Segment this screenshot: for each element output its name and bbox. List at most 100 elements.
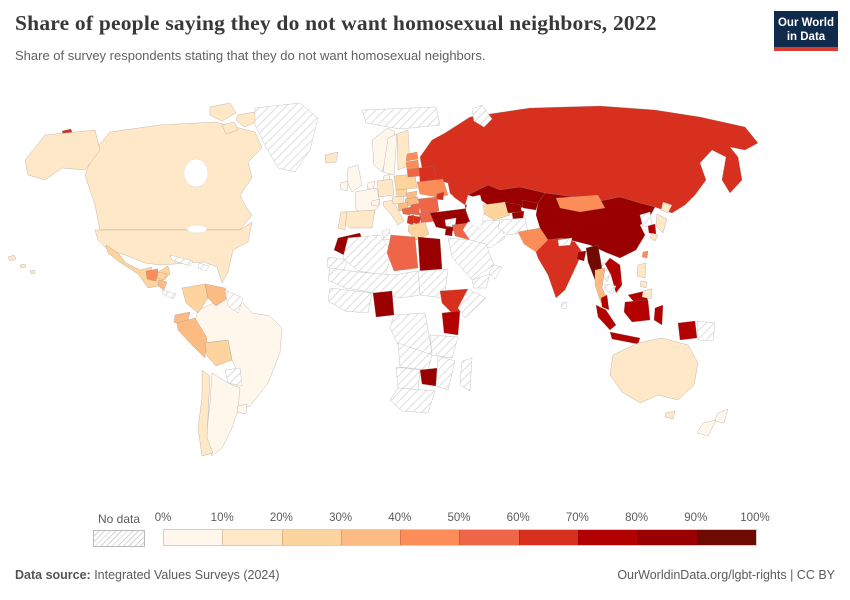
country-indonesia-papua[interactable]: Indonesia: 70-80% xyxy=(677,320,698,341)
country-portugal[interactable]: Portugal: 10-20% xyxy=(337,211,348,231)
country-vietnam[interactable]: Vietnam: 70-80% xyxy=(604,257,623,294)
country-taiwan[interactable]: Taiwan: 40-50% xyxy=(641,250,649,259)
country-honduras[interactable]: Honduras: 20-30% xyxy=(156,271,168,281)
country-usa-hawaii-1[interactable]: United States: 10-20% xyxy=(7,254,17,262)
legend-band-80-90%[interactable] xyxy=(637,530,697,545)
country-arctic-islands[interactable]: Arctic islands: No data xyxy=(471,104,493,128)
country-philippines-luzon[interactable]: Philippines: 10-20% xyxy=(636,262,647,279)
country-albania[interactable]: Albania: 60-70% xyxy=(406,214,415,226)
country-indonesia-sulawesi[interactable]: Indonesia: 70-80% xyxy=(653,304,664,326)
country-libya[interactable]: Libya: 50-60% xyxy=(386,234,419,272)
country-south-africa[interactable]: South Africa: No data xyxy=(389,387,436,414)
country-north-korea[interactable]: North Korea: No data xyxy=(639,211,653,228)
country-mozambique[interactable]: Mozambique: No data xyxy=(435,355,456,391)
country-philippines-visayas[interactable]: Philippines: 10-20% xyxy=(639,280,648,289)
legend-band-70-80%[interactable] xyxy=(578,530,638,545)
country-mongolia[interactable]: Mongolia: 40-50% xyxy=(555,194,606,213)
country-estonia[interactable]: Estonia: 40-50% xyxy=(405,151,419,162)
country-india[interactable]: India: 60-70% xyxy=(535,237,583,299)
country-belarus[interactable]: Belarus: 60-70% xyxy=(418,165,437,183)
country-paraguay[interactable]: Paraguay: No data xyxy=(224,367,243,387)
legend-band-30-40%[interactable] xyxy=(340,530,401,545)
legend-band-10-20%[interactable] xyxy=(222,530,282,545)
country-nigeria[interactable]: Nigeria: 80-90% xyxy=(372,290,395,318)
country-malaysia-peninsula[interactable]: Malaysia: 70-80% xyxy=(600,294,610,311)
country-new-zealand-north[interactable]: New Zealand: 0-10% xyxy=(713,408,729,424)
country-algeria[interactable]: Algeria: No data xyxy=(342,234,393,276)
country-peru[interactable]: Peru: 30-40% xyxy=(176,317,208,359)
country-oman[interactable]: Oman: No data xyxy=(488,264,503,280)
country-namibia-botswana[interactable]: Namibia & Botswana: No data xyxy=(395,366,421,391)
legend-band-40-50%[interactable] xyxy=(400,530,460,545)
country-chile[interactable]: Chile: 10-20% xyxy=(197,369,214,457)
country-greece[interactable]: Greece: 20-30% xyxy=(407,221,430,241)
country-usa-hawaii-2[interactable]: United States: 10-20% xyxy=(19,263,27,269)
country-canada-arctic-1[interactable]: Canada: 10-20% xyxy=(209,102,237,122)
legend-band-0-10%[interactable] xyxy=(164,530,223,545)
country-new-zealand-south[interactable]: New Zealand: 0-10% xyxy=(696,419,717,437)
country-papua-new-guinea[interactable]: Papua New Guinea: No data xyxy=(696,320,716,342)
country-tunisia[interactable]: Tunisia: No data xyxy=(381,228,392,241)
country-sahel[interactable]: Sahel countries: No data xyxy=(327,267,421,299)
legend-band-50-60%[interactable] xyxy=(459,530,519,545)
country-bosnia[interactable]: Bosnia & Herzegovina: 50-60% xyxy=(401,206,412,216)
country-canada-arctic-3[interactable]: Canada: 10-20% xyxy=(221,121,239,135)
country-japan-hokkaido[interactable]: Japan: 10-20% xyxy=(660,201,673,214)
country-tanzania[interactable]: Tanzania: No data xyxy=(429,334,459,359)
country-egypt[interactable]: Egypt: 80-90% xyxy=(417,236,443,272)
country-sweden[interactable]: Sweden: 0-10% xyxy=(382,133,398,176)
country-argentina[interactable]: Argentina: 0-10% xyxy=(205,372,241,457)
country-japan-honshu[interactable]: Japan: 10-20% xyxy=(655,213,668,234)
country-zimbabwe[interactable]: Zimbabwe: 80-90% xyxy=(419,367,439,387)
country-yemen[interactable]: Yemen: No data xyxy=(471,273,491,289)
country-hispaniola[interactable]: Hispaniola: No data xyxy=(197,262,210,272)
country-bolivia[interactable]: Bolivia: 20-30% xyxy=(204,339,233,367)
country-svalbard[interactable]: Svalbard: No data xyxy=(361,106,441,130)
country-indonesia-sumatra[interactable]: Indonesia: 70-80% xyxy=(595,304,617,331)
country-canada-arctic-2[interactable]: Canada: 10-20% xyxy=(235,111,260,128)
country-greenland[interactable]: Greenland: No data xyxy=(254,102,319,173)
country-romania[interactable]: Romania: 50-60% xyxy=(417,196,440,214)
country-nicaragua[interactable]: Nicaragua: 30-40% xyxy=(157,279,168,291)
legend-band-60-70%[interactable] xyxy=(518,530,579,545)
country-costa-rica-panama[interactable]: Costa Rica & Panama: No data xyxy=(161,289,177,300)
country-somalia[interactable]: Somalia: No data xyxy=(457,288,487,319)
country-jordan[interactable]: Jordan: 80-90% xyxy=(444,226,454,237)
country-united-kingdom[interactable]: United Kingdom: 0-10% xyxy=(346,164,363,193)
country-west-africa[interactable]: West Africa: No data xyxy=(327,287,373,314)
country-usa-alaska[interactable]: United States: 10-20% xyxy=(24,129,101,181)
country-indonesia-java[interactable]: Indonesia: 70-80% xyxy=(609,331,641,345)
country-thailand[interactable]: Thailand: 30-40% xyxy=(594,267,609,304)
country-cambodia[interactable]: Cambodia: No data xyxy=(604,283,617,295)
country-nepal[interactable]: Nepal: No data xyxy=(557,237,573,247)
legend-band-90-100%[interactable] xyxy=(696,530,756,545)
country-ireland[interactable]: Ireland: 0-10% xyxy=(339,180,349,192)
country-usa[interactable]: United States: 10-20% xyxy=(94,221,253,284)
country-kenya[interactable]: Kenya: 70-80% xyxy=(441,310,461,336)
country-usa-hawaii-3[interactable]: United States: 10-20% xyxy=(29,269,36,275)
country-australia-tasmania[interactable]: Australia: 10-20% xyxy=(664,410,676,420)
country-serbia[interactable]: Serbia: 50-60% xyxy=(409,202,421,216)
country-australia[interactable]: Australia: 10-20% xyxy=(609,337,699,404)
country-sri-lanka[interactable]: Sri Lanka: No data xyxy=(560,301,568,310)
country-bangladesh[interactable]: Bangladesh: 80-90% xyxy=(576,250,587,262)
country-canada[interactable]: Canada: 10-20% xyxy=(84,121,263,231)
country-philippines-mindanao[interactable]: Philippines: 10-20% xyxy=(641,288,653,300)
country-indonesia-kalimantan[interactable]: Indonesia: 70-80% xyxy=(623,299,651,323)
country-guatemala[interactable]: Guatemala: 40-50% xyxy=(145,268,159,282)
country-uruguay[interactable]: Uruguay: 0-10% xyxy=(236,403,248,415)
country-venezuela[interactable]: Venezuela: 30-40% xyxy=(204,283,229,307)
country-switzerland[interactable]: Switzerland: 0-10% xyxy=(370,198,381,207)
legend-no-data-swatch[interactable] xyxy=(93,530,145,547)
country-madagascar[interactable]: Madagascar: No data xyxy=(459,357,473,392)
country-south-korea[interactable]: South Korea: 70-80% xyxy=(647,223,657,235)
country-kyrgyzstan[interactable]: Kyrgyzstan: 80-90% xyxy=(521,199,539,211)
country-afghanistan[interactable]: Afghanistan: No data xyxy=(497,217,529,236)
country-iceland[interactable]: Iceland: 10-20% xyxy=(324,151,339,164)
country-germany[interactable]: Germany: 10-20% xyxy=(376,178,395,198)
country-colombia[interactable]: Colombia: 20-30% xyxy=(181,283,209,314)
country-guyanas[interactable]: Guyanas: No data xyxy=(224,289,244,314)
legend-band-20-30%[interactable] xyxy=(281,530,341,545)
country-cuba[interactable]: Cuba: No data xyxy=(169,254,194,267)
country-japan-kyushu[interactable]: Japan: 10-20% xyxy=(649,232,659,242)
